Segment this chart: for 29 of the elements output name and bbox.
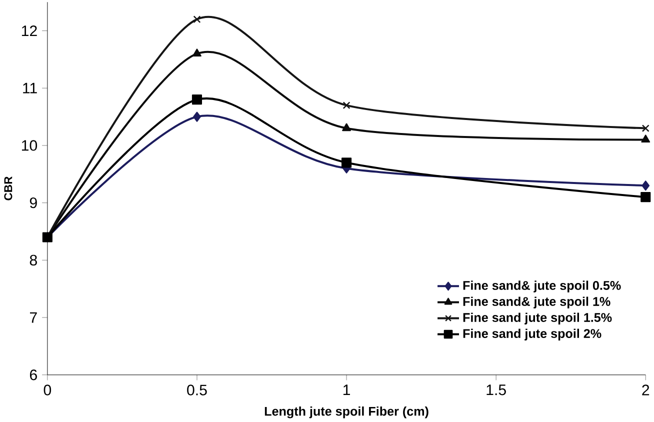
x-tick-label: 1.5 (486, 384, 506, 395)
y-tick-label: 6 (30, 369, 37, 380)
point (341, 157, 352, 168)
y-tick-label: 11 (23, 82, 37, 94)
point (193, 112, 201, 122)
point (192, 48, 202, 56)
point (342, 122, 351, 131)
x-tick-label: 1 (343, 384, 350, 395)
x-axis-title: Length jute spoil Fiber (cm) (264, 406, 428, 418)
x-tick-label: 2 (642, 384, 650, 395)
point (642, 124, 650, 132)
x-tick-label: 0.5 (187, 384, 207, 396)
point (642, 180, 650, 190)
y-tick-label: 10 (22, 140, 38, 151)
y-tick-label: 7 (30, 312, 37, 322)
point (192, 94, 202, 104)
point (641, 134, 650, 142)
y-tick-label: 8 (30, 254, 37, 266)
point (640, 192, 651, 202)
y-tick-label: 12 (22, 25, 37, 36)
x-tick-label: 0 (44, 384, 52, 396)
point (342, 101, 350, 109)
legend-label: Fine sand& jute spoil 1% (463, 296, 610, 308)
point (193, 15, 201, 23)
legend-label: Fine sand jute spoil 2% (463, 328, 602, 340)
y-tick-label: 9 (30, 197, 37, 208)
legend-label: Fine sand& jute spoil 0.5% (463, 280, 621, 292)
y-axis-title: CBR (4, 176, 12, 200)
legend-label: Fine sand jute spoil 1.5% (463, 312, 612, 324)
